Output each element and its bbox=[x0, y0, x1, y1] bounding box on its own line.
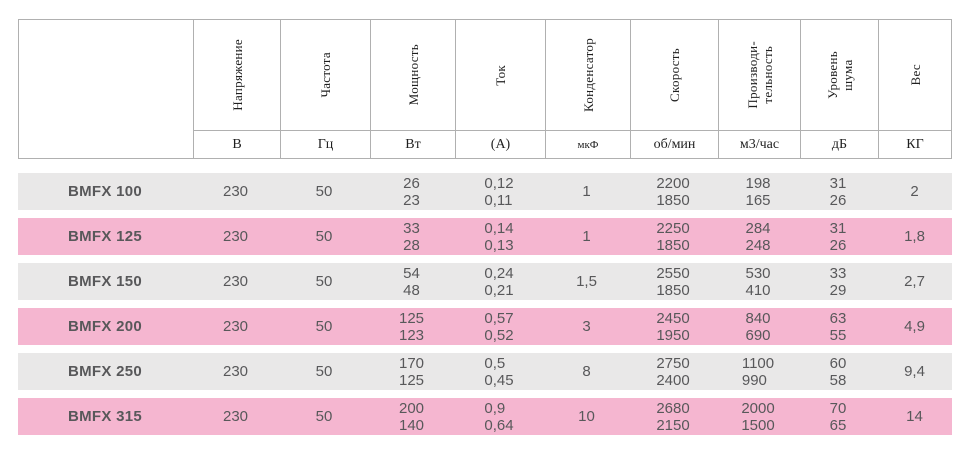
cell-productivity: 840 690 bbox=[745, 309, 771, 344]
cell-noise: 63 55 bbox=[829, 309, 847, 344]
cell-voltage: 230 bbox=[222, 183, 249, 200]
cell-voltage: 230 bbox=[222, 273, 249, 290]
cell-speed: 2200 1850 bbox=[656, 174, 690, 209]
cell-power: 170 125 bbox=[398, 354, 425, 389]
cell-current: 0,9 0,64 bbox=[484, 399, 514, 434]
table-row-bmfx-125: BMFX 125 230 50 33 28 0,14 0,13 1 2250 1… bbox=[18, 218, 952, 255]
column-unit-noise: дБ bbox=[801, 130, 878, 158]
column-header-weight: Вес КГ bbox=[878, 20, 951, 158]
cell-weight: 1,8 bbox=[904, 228, 925, 245]
cell-weight: 4,9 bbox=[904, 318, 925, 335]
cell-current: 0,14 0,13 bbox=[484, 219, 514, 254]
cell-current: 0,12 0,11 bbox=[484, 174, 514, 209]
column-unit-capacitor: мкФ bbox=[546, 130, 630, 158]
header-model-unit bbox=[19, 130, 193, 158]
cell-noise: 33 29 bbox=[829, 264, 847, 299]
cell-power: 26 23 bbox=[403, 174, 420, 209]
table-row-bmfx-250: BMFX 250 230 50 170 125 0,5 0,45 8 2750 … bbox=[18, 353, 952, 390]
cell-productivity: 284 248 bbox=[745, 219, 771, 254]
column-header-capacitor: Конденсатор мкФ bbox=[545, 20, 630, 158]
column-title-productivity: Производи- тельность bbox=[744, 41, 775, 109]
cell-weight: 14 bbox=[906, 408, 923, 425]
cell-capacitor: 1 bbox=[582, 228, 591, 245]
cell-voltage: 230 bbox=[222, 228, 249, 245]
cell-voltage: 230 bbox=[222, 363, 249, 380]
cell-frequency: 50 bbox=[315, 363, 333, 380]
cell-model: BMFX 315 bbox=[67, 408, 143, 425]
column-header-current: Ток (А) bbox=[455, 20, 545, 158]
cell-power: 33 28 bbox=[403, 219, 420, 254]
column-header-power: Мощность Вт bbox=[370, 20, 455, 158]
column-unit-power: Вт bbox=[371, 130, 455, 158]
cell-speed: 2680 2150 bbox=[656, 399, 690, 434]
cell-power: 200 140 bbox=[398, 399, 425, 434]
cell-current: 0,57 0,52 bbox=[484, 309, 514, 344]
column-title-weight: Вес bbox=[907, 64, 923, 86]
table-body: BMFX 100 230 50 26 23 0,12 0,11 1 2200 1… bbox=[18, 173, 952, 443]
column-title-noise: Уровень шума bbox=[824, 51, 855, 99]
cell-power: 125 123 bbox=[398, 309, 425, 344]
cell-model: BMFX 200 bbox=[67, 318, 143, 335]
cell-capacitor: 1,5 bbox=[576, 273, 597, 290]
column-title-frequency: Частота bbox=[318, 52, 333, 98]
cell-productivity: 530 410 bbox=[745, 264, 771, 299]
header-model-name bbox=[19, 20, 193, 130]
cell-noise: 70 65 bbox=[829, 399, 847, 434]
cell-noise: 31 26 bbox=[829, 174, 847, 209]
table-row-bmfx-100: BMFX 100 230 50 26 23 0,12 0,11 1 2200 1… bbox=[18, 173, 952, 210]
column-header-noise: Уровень шума дБ bbox=[800, 20, 878, 158]
cell-speed: 2250 1850 bbox=[656, 219, 690, 254]
column-title-voltage: Напряжение bbox=[229, 39, 245, 111]
cell-capacitor: 1 bbox=[582, 183, 591, 200]
cell-voltage: 230 bbox=[222, 408, 249, 425]
column-header-voltage: Напряжение В bbox=[193, 20, 280, 158]
cell-productivity: 1100 990 bbox=[741, 354, 775, 389]
column-title-capacitor: Конденсатор bbox=[580, 38, 596, 112]
cell-frequency: 50 bbox=[315, 408, 333, 425]
column-header-frequency: Частота Гц bbox=[280, 20, 370, 158]
cell-weight: 2 bbox=[910, 183, 919, 200]
cell-frequency: 50 bbox=[315, 273, 333, 290]
table-row-bmfx-150: BMFX 150 230 50 54 48 0,24 0,21 1,5 2550… bbox=[18, 263, 952, 300]
column-unit-speed: об/мин bbox=[631, 130, 718, 158]
cell-weight: 9,4 bbox=[904, 363, 925, 380]
cell-speed: 2550 1850 bbox=[656, 264, 690, 299]
column-unit-weight: КГ bbox=[879, 130, 951, 158]
cell-model: BMFX 100 bbox=[67, 183, 143, 200]
column-title-power: Мощность bbox=[405, 44, 421, 106]
cell-current: 0,24 0,21 bbox=[484, 264, 514, 299]
column-unit-current: (А) bbox=[456, 130, 545, 158]
column-header-productivity: Производи- тельность м3/час bbox=[718, 20, 800, 158]
cell-power: 54 48 bbox=[403, 264, 420, 299]
column-unit-frequency: Гц bbox=[281, 130, 370, 158]
cell-noise: 60 58 bbox=[829, 354, 847, 389]
cell-current: 0,5 0,45 bbox=[484, 354, 514, 389]
cell-frequency: 50 bbox=[315, 318, 333, 335]
cell-model: BMFX 250 bbox=[67, 363, 143, 380]
header-model-column bbox=[19, 20, 193, 158]
cell-voltage: 230 bbox=[222, 318, 249, 335]
cell-productivity: 198 165 bbox=[745, 174, 771, 209]
cell-frequency: 50 bbox=[315, 183, 333, 200]
column-unit-voltage: В bbox=[194, 130, 280, 158]
cell-frequency: 50 bbox=[315, 228, 333, 245]
cell-model: BMFX 150 bbox=[67, 273, 143, 290]
cell-capacitor: 3 bbox=[582, 318, 591, 335]
cell-weight: 2,7 bbox=[904, 273, 925, 290]
table-row-bmfx-200: BMFX 200 230 50 125 123 0,57 0,52 3 2450… bbox=[18, 308, 952, 345]
cell-speed: 2450 1950 bbox=[656, 309, 690, 344]
column-title-speed: Скорость bbox=[667, 48, 682, 102]
column-title-current: Ток bbox=[493, 64, 508, 86]
cell-noise: 31 26 bbox=[829, 219, 847, 254]
table-row-bmfx-315: BMFX 315 230 50 200 140 0,9 0,64 10 2680… bbox=[18, 398, 952, 435]
cell-capacitor: 10 bbox=[578, 408, 595, 425]
table-header: Напряжение В Частота Гц Мощность Вт Ток … bbox=[18, 19, 952, 159]
cell-model: BMFX 125 bbox=[67, 228, 143, 245]
cell-capacitor: 8 bbox=[582, 363, 591, 380]
cell-speed: 2750 2400 bbox=[656, 354, 690, 389]
cell-productivity: 2000 1500 bbox=[741, 399, 775, 434]
column-header-speed: Скорость об/мин bbox=[630, 20, 718, 158]
column-unit-productivity: м3/час bbox=[719, 130, 800, 158]
